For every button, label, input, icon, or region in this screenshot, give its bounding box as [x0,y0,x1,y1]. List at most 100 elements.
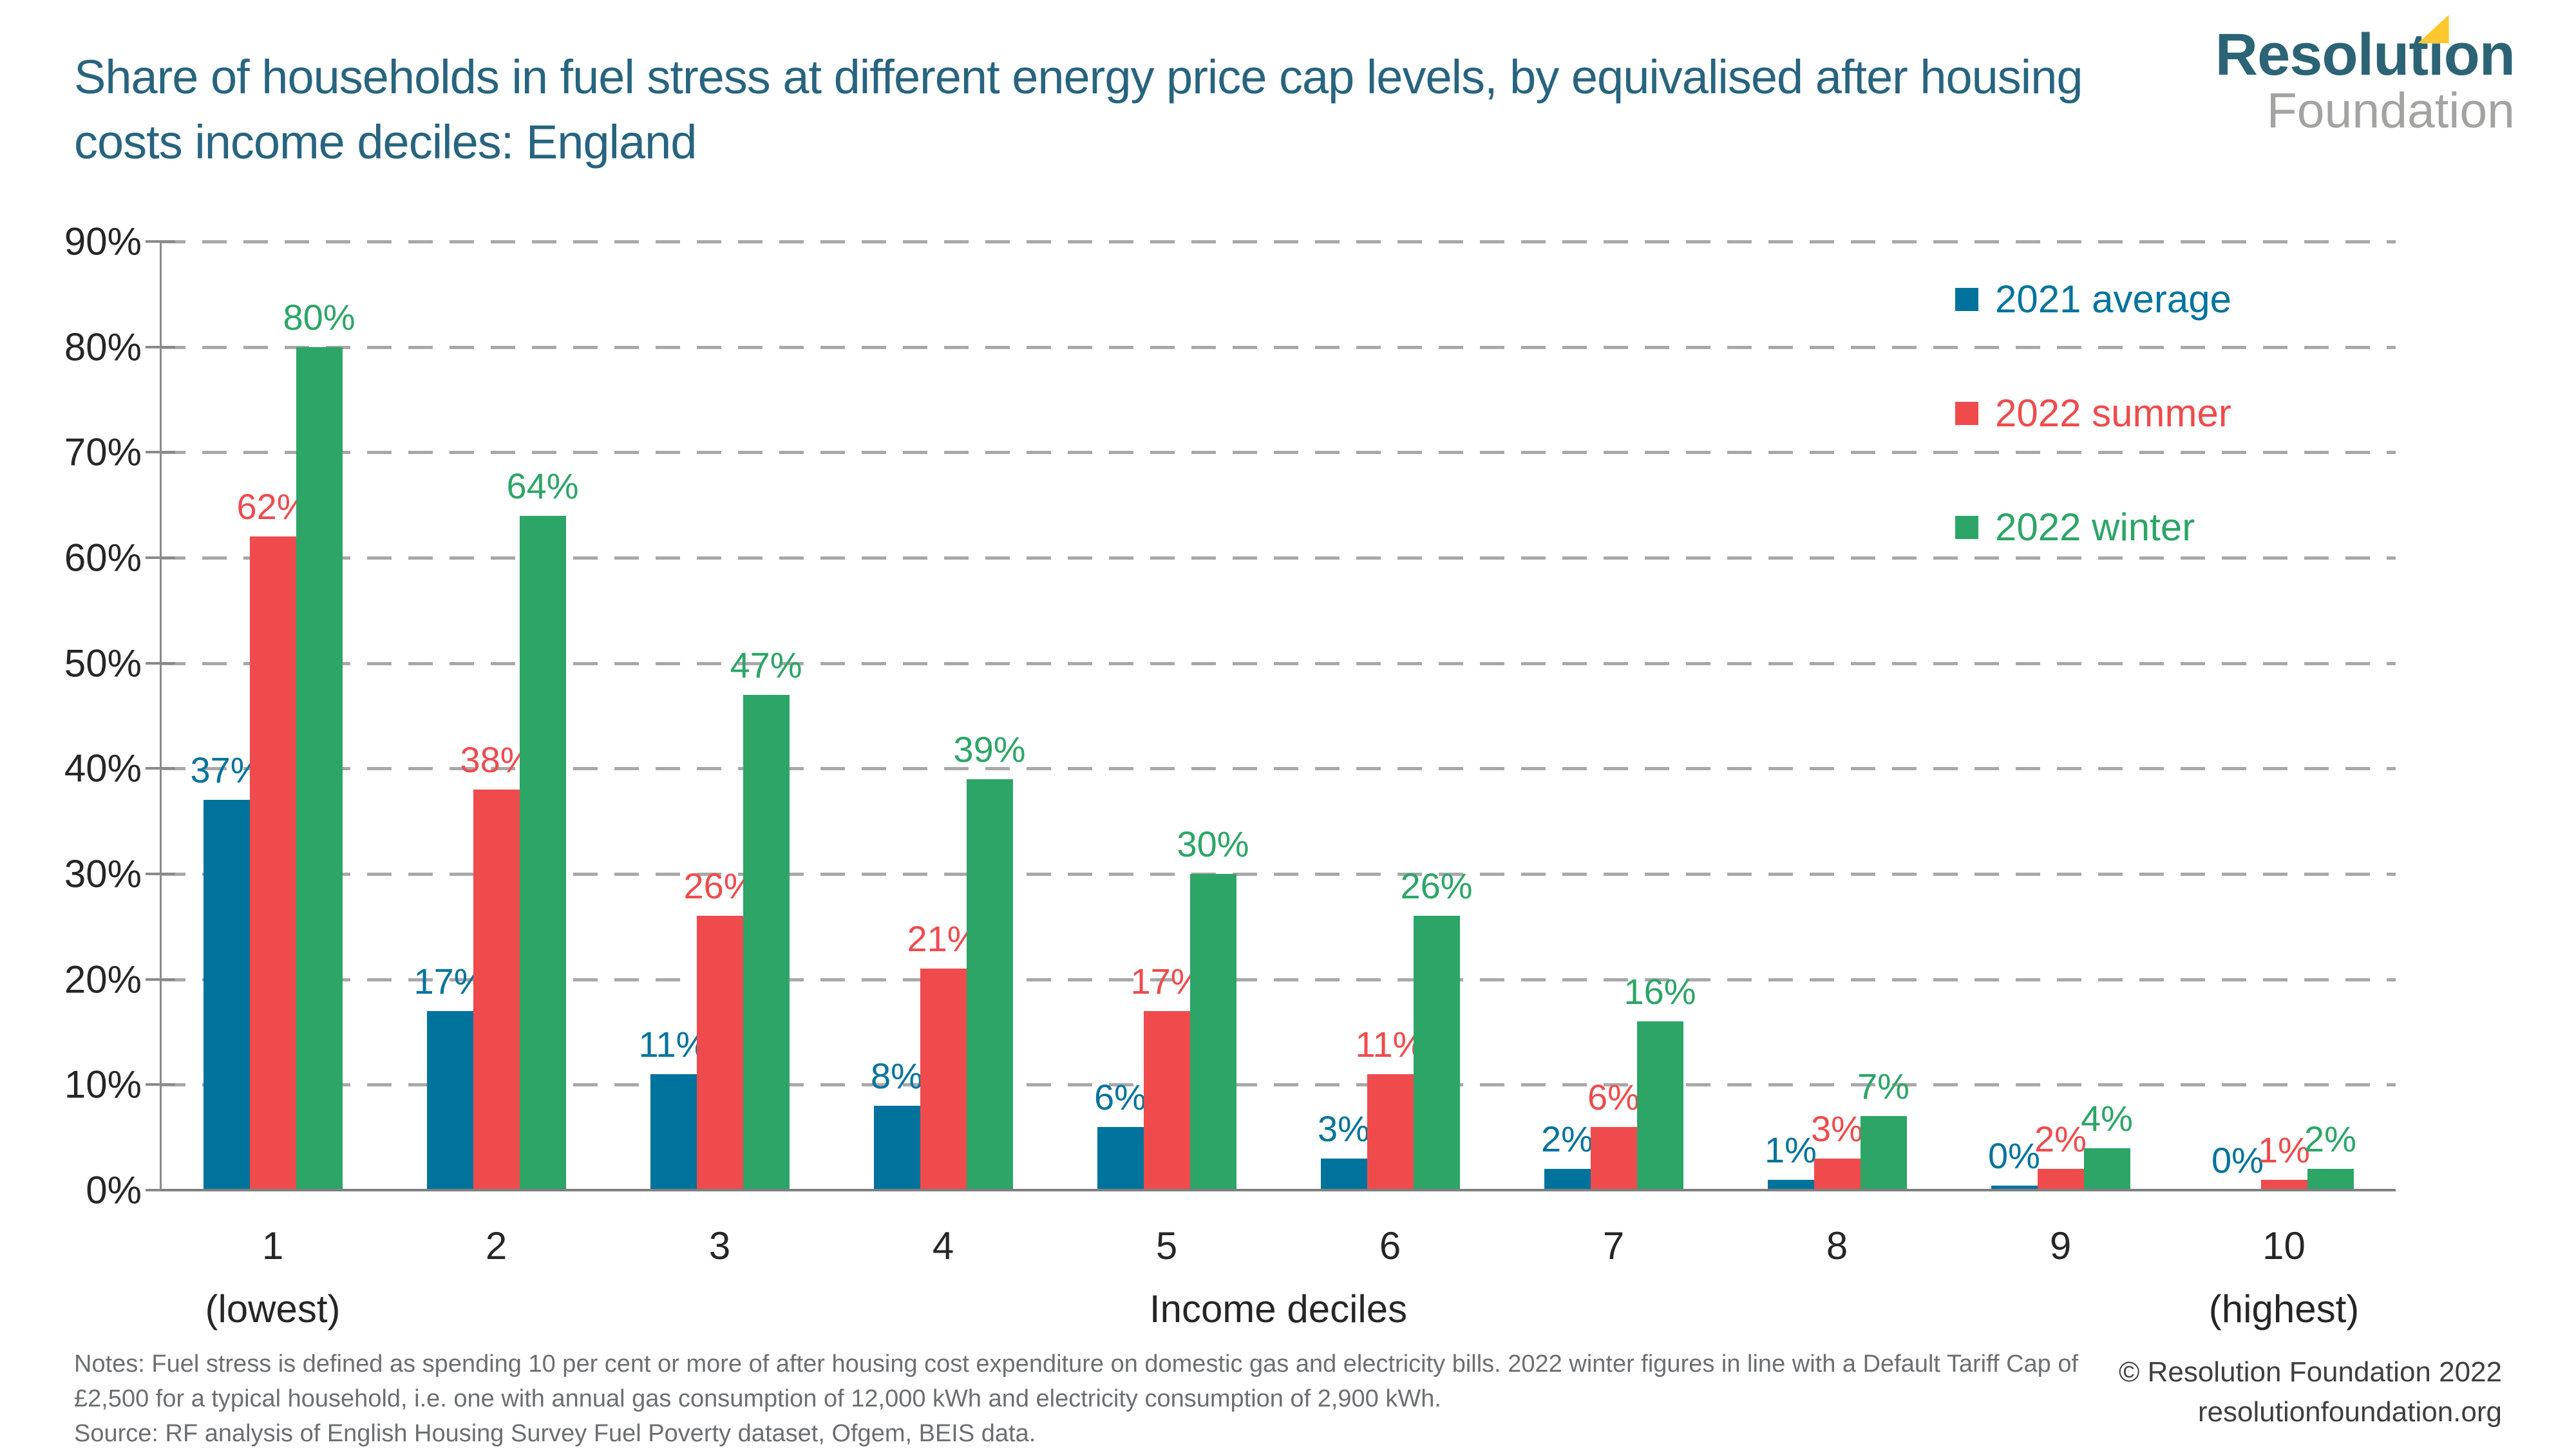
bar-2021-average-decile-3: 11% [639,1024,708,1190]
y-axis-label-0: 0% [86,1168,142,1212]
bar-2022-winter-decile-7: 16% [1624,971,1696,1190]
data-label: 7% [1857,1066,1909,1107]
x-axis-label-5: 5 [1155,1224,1178,1267]
data-label: 39% [953,728,1026,770]
bar-2022-winter-decile-9: 4% [2081,1098,2133,1190]
y-axis-label-60: 60% [64,536,142,580]
bar-fill [473,790,520,1190]
legend-item-1: 2021 average [1955,277,2231,321]
bar-fill [873,1106,920,1190]
page-title-line-2: costs income deciles: England [74,115,697,169]
y-tick-0 [146,1189,175,1191]
data-label: 8% [871,1056,923,1097]
bar-2022-winter-decile-10: 2% [2304,1119,2356,1190]
bar-fill [1860,1116,1907,1190]
bar-fill [1590,1126,1637,1190]
bar-2022-summer-decile-8: 3% [1811,1108,1863,1190]
x-axis-sublabel-highest: (highest) [2208,1287,2360,1331]
data-label: 26% [1400,866,1473,907]
bar-fill [1991,1186,2038,1190]
legend-item-3: 2022 winter [1955,505,2231,549]
bar-fill [2083,1148,2130,1190]
y-axis-label-90: 90% [64,220,142,263]
bar-group-decile-2: 17% 38% 64% [384,242,608,1190]
y-tick-60 [146,556,175,559]
bar-2022-summer-decile-5: 17% [1130,961,1203,1190]
gridline-80 [161,345,2396,349]
bar-group-decile-5: 6% 17% 30% [1055,242,1278,1190]
x-axis-label-1: 1 [261,1224,284,1267]
bar-2021-average-decile-9: 0% [1988,1135,2040,1190]
data-label: 3% [1811,1108,1863,1149]
bar-2022-summer-decile-9: 2% [2034,1119,2087,1190]
notes-text: Notes: Fuel stress is defined as spendin… [74,1350,2079,1412]
bar-fill [2260,1179,2307,1190]
data-label: 2% [1541,1119,1593,1160]
bar-group-decile-10: 0% 1% 2% [2172,242,2396,1190]
bar-fill [203,800,250,1190]
bar-fill [1636,1021,1683,1190]
bar-2022-summer-decile-4: 21% [907,918,980,1190]
copyright-block: © Resolution Foundation 2022 resolutionf… [2119,1352,2502,1433]
data-label: 6% [1094,1076,1146,1117]
gridline-40 [161,767,2396,771]
bar-fill [743,694,790,1190]
bar-2022-summer-decile-7: 6% [1587,1077,1640,1190]
bar-2022-winter-decile-5: 30% [1177,824,1249,1190]
data-label: 1% [1765,1129,1817,1170]
bar-fill [519,515,566,1190]
bar-2021-average-decile-5: 6% [1094,1077,1146,1190]
x-axis-label-3: 3 [708,1224,731,1267]
data-label: 16% [1624,971,1696,1012]
logo-brand: Resoluti on [2215,15,2515,88]
gridline-10 [161,1083,2396,1087]
y-axis-label-50: 50% [64,641,142,685]
data-label: 3% [1318,1108,1370,1149]
bar-group-decile-8: 1% 3% 7% [1725,242,1949,1190]
y-tick-20 [146,978,175,981]
page-title-line-1: Share of households in fuel stress at di… [74,50,2083,104]
x-axis-line [161,1189,2396,1191]
bar-group-decile-3: 11% 26% 47% [608,242,831,1190]
bar-group-decile-4: 8% 21% 39% [831,242,1055,1190]
data-label: 11% [1355,1023,1425,1065]
gridline-70 [161,451,2396,455]
source-text: Source: RF analysis of English Housing S… [74,1419,1036,1447]
bar-fill [1143,1010,1190,1190]
y-axis-label-80: 80% [64,325,142,369]
logo-letter-i: i [2418,15,2449,88]
bar-fill [426,1010,473,1190]
bar-2022-summer-decile-10: 1% [2258,1130,2310,1190]
logo-subtitle: Foundation [2266,83,2515,139]
y-axis-label-20: 20% [64,958,142,1001]
gridline-60 [161,556,2396,560]
bar-fill [650,1074,697,1190]
data-label: 4% [2081,1097,2133,1139]
website-text: resolutionfoundation.org [2197,1396,2502,1428]
y-tick-90 [146,240,175,243]
data-label: 30% [1177,824,1249,864]
bar-2022-summer-decile-2: 38% [460,739,533,1190]
y-axis-line [160,242,162,1190]
bar-fill [966,779,1013,1190]
y-axis-label-40: 40% [64,746,142,790]
data-label: 64% [506,465,579,506]
bar-2022-summer-decile-3: 26% [683,866,756,1190]
legend-label: 2022 summer [1995,392,2231,435]
y-tick-70 [146,451,175,454]
bar-group-decile-7: 2% 6% 16% [1502,242,1725,1190]
x-axis-label-10: 10 [2262,1224,2306,1267]
bar-2022-winter-decile-2: 64% [506,466,579,1190]
data-label: 0% [2211,1140,2264,1180]
legend-swatch-icon [1955,287,1978,311]
gridline-30 [161,873,2396,876]
y-axis-label-30: 30% [64,852,142,896]
bar-2022-winter-decile-8: 7% [1857,1066,1909,1190]
x-axis-label-8: 8 [1826,1224,1848,1267]
legend-item-2: 2022 summer [1955,391,2231,435]
bar-2021-average-decile-6: 3% [1318,1108,1370,1190]
legend-label: 2022 winter [1995,506,2195,549]
bar-group-decile-6: 3% 11% 26% [1278,242,1502,1190]
bar-2022-winter-decile-4: 39% [953,729,1026,1190]
